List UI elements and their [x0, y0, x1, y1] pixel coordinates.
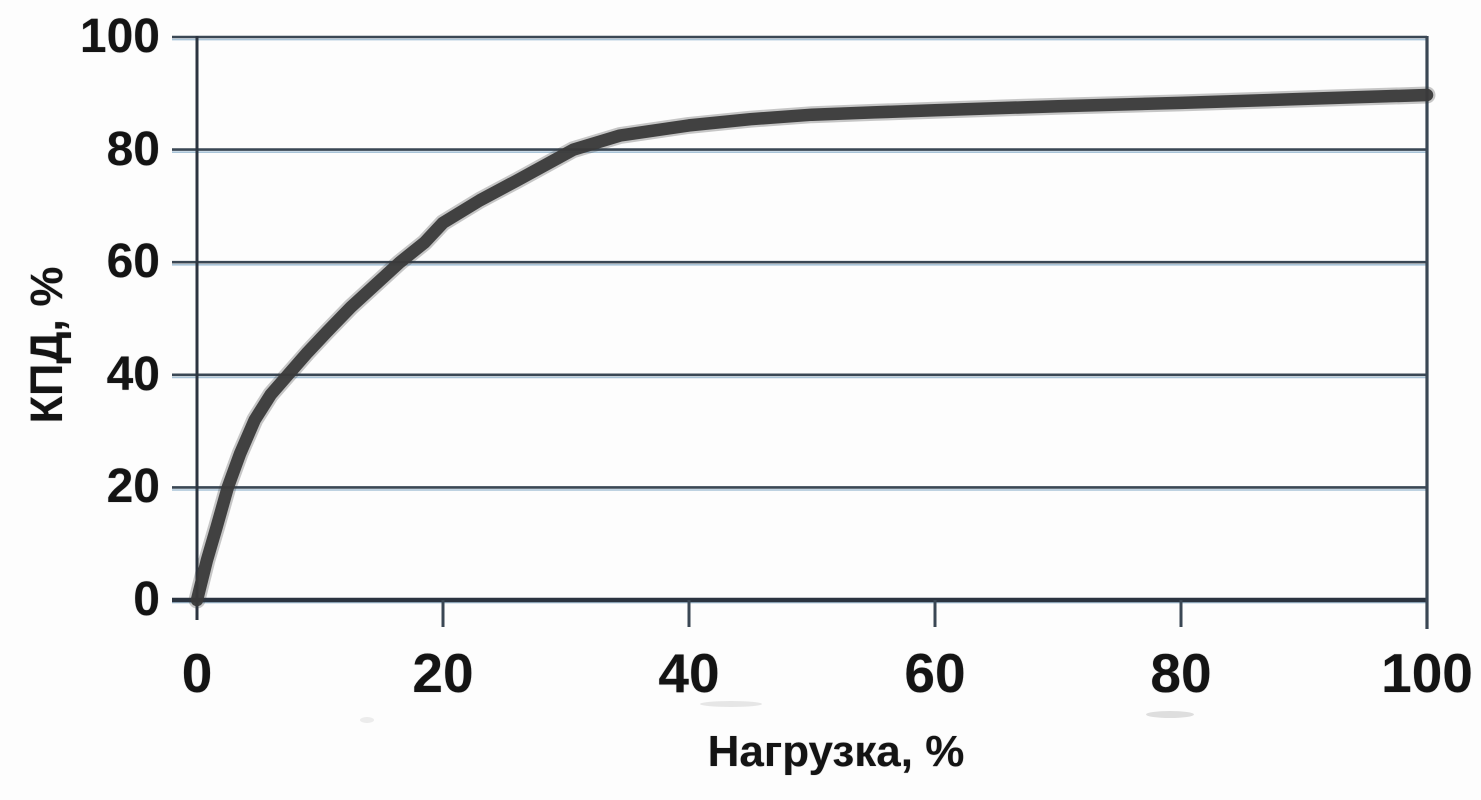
x-tick-label-40: 40 — [658, 642, 720, 704]
efficiency-curve — [190, 88, 1434, 607]
scan-artifact — [360, 717, 374, 723]
x-tick-label-0: 0 — [181, 642, 213, 704]
y-tick-label-0: 0 — [133, 573, 160, 626]
y-tick-label-100: 100 — [79, 10, 160, 63]
y-tick-label-20: 20 — [106, 460, 160, 514]
x-tick-label-80: 80 — [1150, 642, 1212, 704]
efficiency-curve-halo — [188, 86, 1436, 609]
scan-artifact — [700, 701, 762, 707]
scan-artifact — [1146, 711, 1194, 718]
y-axis-title: КПД, % — [21, 266, 72, 424]
y-tick-label-40: 40 — [106, 347, 160, 401]
x-axis-title: Нагрузка, % — [707, 727, 965, 776]
x-tick-label-60: 60 — [904, 642, 966, 704]
x-tick-label-20: 20 — [412, 642, 474, 704]
x-tick-label-100: 100 — [1381, 642, 1473, 704]
y-tick-label-60: 60 — [106, 235, 160, 289]
y-tick-label-80: 80 — [106, 122, 160, 176]
